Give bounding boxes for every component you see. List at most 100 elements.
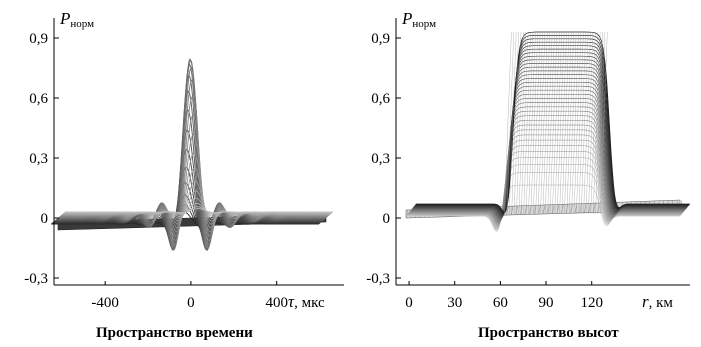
height-surface-slice	[408, 134, 683, 226]
height-base-mesh-line	[538, 205, 541, 215]
height-base-mesh-line	[533, 205, 537, 215]
height-surface-slice	[409, 115, 684, 224]
right-y-tick-label: 0,3	[371, 151, 390, 167]
height-wall-mesh-line	[549, 31, 558, 215]
right-x-tick-label: 0	[405, 295, 413, 311]
height-wall-mesh-line	[597, 31, 606, 215]
height-surface-slice	[410, 93, 685, 222]
height-wall-mesh-line	[533, 31, 541, 215]
height-wall-mesh-line	[556, 31, 565, 215]
height-surface-slice	[415, 38, 690, 214]
height-space-panel: 0,9 0,6 0,3 0 -0,3 0 30 60 90 120 Pнорм r, км	[366, 9, 690, 311]
height-surface-slice	[412, 74, 687, 219]
height-wall-mesh-line	[535, 31, 543, 215]
height-surface-plot	[405, 31, 690, 232]
height-base-mesh-line	[547, 204, 550, 215]
height-wall-mesh-line	[578, 31, 586, 215]
left-y-tick-label: 0,6	[29, 91, 48, 107]
time-surface-slice	[65, 208, 333, 214]
height-wall-mesh-line	[545, 31, 553, 215]
height-surface-slice	[413, 59, 688, 217]
time-surface-plot	[51, 57, 333, 252]
time-surface-slice	[51, 204, 320, 228]
height-surface-slice	[411, 81, 686, 220]
height-wall-mesh-line	[542, 31, 550, 215]
right-y-axis-label: Pнорм	[401, 9, 436, 30]
height-surface-slice	[406, 184, 680, 232]
left-x-tick-label: 400	[265, 295, 288, 311]
time-surface-slice	[62, 190, 331, 219]
left-y-axis-label: Pнорм	[59, 9, 94, 30]
height-wall-mesh-line	[559, 31, 567, 215]
height-base-mesh-line	[588, 203, 591, 213]
height-wall-mesh-line	[511, 31, 519, 215]
height-wall-mesh-line	[590, 31, 598, 215]
right-y-tick-label: -0,3	[366, 271, 390, 287]
left-y-tick-label: 0,9	[29, 31, 48, 47]
left-y-tick-label: 0,3	[29, 151, 48, 167]
height-surface-slice	[409, 119, 683, 225]
right-x-axis-label: r, км	[642, 292, 673, 311]
height-wall-mesh-line	[537, 31, 546, 215]
left-y-ticks: 0,9 0,6 0,3 0 -0,3	[24, 31, 59, 287]
right-y-ticks: 0,9 0,6 0,3 0 -0,3	[366, 31, 401, 287]
height-surface-slice	[408, 129, 683, 226]
height-wall-mesh-line	[571, 31, 579, 215]
right-x-tick-label: 90	[539, 295, 554, 311]
time-surface-slice	[58, 79, 327, 246]
height-wall-mesh-line	[566, 31, 574, 215]
left-x-tick-label: 0	[187, 295, 195, 311]
right-x-tick-label: 120	[580, 295, 603, 311]
height-wall-mesh-line	[595, 31, 603, 215]
height-wall-mesh-line	[583, 31, 591, 215]
time-surface-slice	[63, 197, 332, 217]
left-x-ticks: -400 0 400	[91, 281, 288, 311]
height-wall-mesh-line	[521, 31, 529, 215]
height-base-mesh-line	[579, 203, 582, 214]
height-base-mesh-line	[570, 204, 573, 214]
height-surface-slice	[412, 78, 687, 219]
time-surface-slice	[59, 95, 328, 242]
height-wall-mesh-line	[576, 31, 584, 215]
right-x-tick-label: 60	[493, 295, 508, 311]
time-surface-slice	[56, 74, 324, 249]
height-wall-mesh-line	[518, 31, 526, 215]
height-base-mesh-line	[510, 206, 514, 216]
right-x-tick-label: 30	[447, 295, 462, 311]
height-wall-mesh-line	[504, 31, 512, 215]
height-wall-mesh-line	[600, 31, 608, 215]
time-surface-slice	[60, 133, 329, 233]
right-y-tick-label: 0	[383, 211, 391, 227]
height-surface-slice	[406, 164, 681, 230]
time-surface-slice	[58, 66, 327, 249]
time-surface-slice	[61, 151, 330, 229]
height-wall-mesh-line	[564, 31, 572, 215]
height-base-mesh-line	[556, 204, 559, 214]
height-wall-mesh-line	[547, 31, 555, 215]
height-base-mesh-line	[583, 203, 587, 213]
height-base-mesh-line	[593, 203, 596, 213]
height-wall-mesh-line	[561, 31, 570, 215]
height-wall-mesh-line	[592, 31, 601, 215]
height-base-mesh-line	[542, 205, 546, 215]
height-wall-mesh-line	[516, 31, 524, 215]
height-surface-slice	[416, 31, 690, 213]
height-wall-mesh-line	[573, 31, 582, 215]
height-wall-mesh-line	[509, 31, 517, 215]
time-surface-slice	[57, 58, 326, 251]
time-surface-slice	[60, 114, 328, 237]
height-base-mesh-line	[405, 209, 409, 219]
height-wall-mesh-line	[523, 31, 531, 215]
left-caption: Пространство времени	[96, 325, 253, 341]
height-surface-slice	[415, 35, 690, 213]
height-wall-mesh-line	[552, 31, 560, 215]
height-base-mesh-line	[519, 205, 523, 215]
height-wall-mesh-line	[580, 31, 589, 215]
right-y-tick-label: 0,9	[371, 31, 390, 47]
height-wall-mesh-line	[513, 31, 522, 215]
height-wall-mesh-line	[506, 31, 514, 215]
height-wall-mesh-line	[525, 31, 534, 215]
right-caption: Пространство высот	[478, 325, 619, 341]
height-surface-slice	[414, 52, 689, 216]
left-x-axis-label: τ, мкс	[288, 292, 325, 311]
